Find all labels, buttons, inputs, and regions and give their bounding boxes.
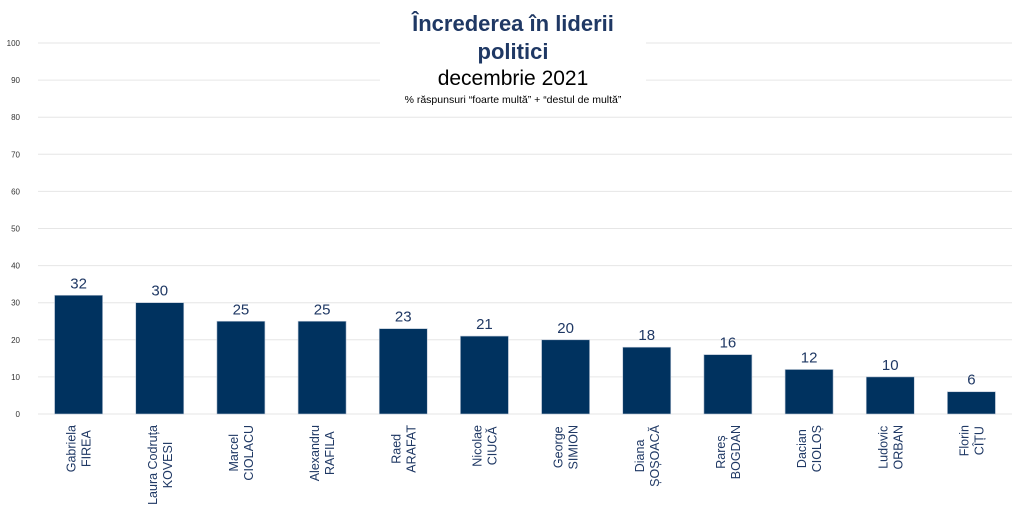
data-label: 25 bbox=[314, 301, 331, 318]
y-tick-label: 60 bbox=[11, 187, 20, 196]
category-label: Rareș BOGDAN bbox=[714, 425, 743, 479]
bar bbox=[703, 354, 753, 415]
category-label-line: FIREA bbox=[80, 430, 94, 467]
category-label-line: RAFILA bbox=[323, 431, 337, 475]
data-label: 32 bbox=[70, 275, 87, 292]
category-label-line: Dacian bbox=[795, 429, 809, 468]
category-label: Gabriela FIREA bbox=[65, 425, 94, 472]
category-label: George SIMION bbox=[552, 425, 581, 469]
bar bbox=[784, 369, 834, 415]
category-label-line: Rareș bbox=[714, 435, 728, 468]
category-label: Ludovic ORBAN bbox=[876, 425, 905, 469]
data-label: 10 bbox=[882, 357, 899, 374]
y-tick-label: 0 bbox=[16, 410, 21, 419]
y-tick-label: 50 bbox=[11, 225, 20, 234]
category-label: Dacian CIOLOȘ bbox=[795, 425, 824, 472]
bar bbox=[541, 339, 590, 415]
category-label-line: CIUCĂ bbox=[484, 426, 499, 466]
data-label: 20 bbox=[557, 320, 574, 337]
data-label: 21 bbox=[476, 316, 493, 333]
category-label-line: KOVESI bbox=[161, 442, 175, 489]
y-tick-label: 100 bbox=[7, 39, 21, 48]
bar bbox=[135, 302, 185, 415]
data-label: 12 bbox=[801, 349, 818, 366]
category-label-line: Nicolae bbox=[470, 425, 484, 467]
category-label-line: Gabriela bbox=[65, 425, 79, 472]
category-label: Raed ARAFAT bbox=[389, 425, 418, 473]
category-label-line: Florin bbox=[957, 425, 971, 456]
data-label: 18 bbox=[638, 327, 655, 344]
chart-subtitle: decembrie 2021 bbox=[437, 67, 589, 90]
data-label: 25 bbox=[233, 301, 250, 318]
category-label-line: Alexandru bbox=[308, 425, 322, 481]
category-label-line: Ludovic bbox=[876, 426, 890, 469]
y-tick-label: 30 bbox=[11, 299, 20, 308]
data-label: 23 bbox=[395, 309, 412, 326]
category-label-line: ORBAN bbox=[891, 425, 905, 469]
y-tick-label: 80 bbox=[11, 113, 20, 122]
y-tick-label: 70 bbox=[11, 150, 20, 159]
bar bbox=[947, 391, 996, 415]
category-label-line: Laura Codruța bbox=[146, 425, 160, 505]
category-label-line: George bbox=[552, 426, 566, 468]
bar bbox=[378, 328, 428, 415]
category-label: Diana ȘOȘOACĂ bbox=[633, 424, 662, 486]
y-tick-label: 10 bbox=[11, 373, 20, 382]
category-label-line: CIOLACU bbox=[242, 425, 256, 481]
bar bbox=[460, 335, 509, 415]
category-label: Florin CÎȚU bbox=[957, 425, 986, 456]
category-label-line: ARAFAT bbox=[404, 425, 418, 473]
chart-title: Încrederea în liderii politici bbox=[412, 11, 614, 64]
category-label: Laura Codruța KOVESI bbox=[146, 425, 175, 505]
chart-note: % răspunsuri “foarte multă” + “destul de… bbox=[404, 94, 622, 106]
category-label: Alexandru RAFILA bbox=[308, 425, 337, 481]
category-label-line: CIOLOȘ bbox=[810, 425, 824, 472]
category-label-line: SIMION bbox=[567, 425, 581, 469]
data-label: 30 bbox=[151, 283, 168, 300]
bar bbox=[297, 320, 347, 415]
y-tick-label: 20 bbox=[11, 336, 20, 345]
bar bbox=[216, 320, 266, 415]
category-label-line: CÎȚU bbox=[971, 426, 986, 455]
category-label-line: Marcel bbox=[227, 434, 241, 472]
data-label: 16 bbox=[720, 335, 737, 352]
category-label-line: Diana bbox=[633, 440, 647, 473]
bar bbox=[54, 294, 103, 415]
chart-title-block: Încrederea în liderii politici decembrie… bbox=[380, 6, 646, 106]
bar bbox=[865, 376, 915, 415]
y-tick-label: 40 bbox=[11, 262, 20, 271]
data-label: 6 bbox=[967, 372, 975, 389]
y-tick-label: 90 bbox=[11, 76, 20, 85]
category-label: Nicolae CIUCĂ bbox=[470, 425, 499, 467]
category-label-line: BOGDAN bbox=[729, 425, 743, 479]
category-label-line: ȘOȘOACĂ bbox=[647, 424, 662, 486]
category-label: Marcel CIOLACU bbox=[227, 425, 256, 481]
bar bbox=[622, 346, 672, 415]
category-label-line: Raed bbox=[389, 434, 403, 464]
